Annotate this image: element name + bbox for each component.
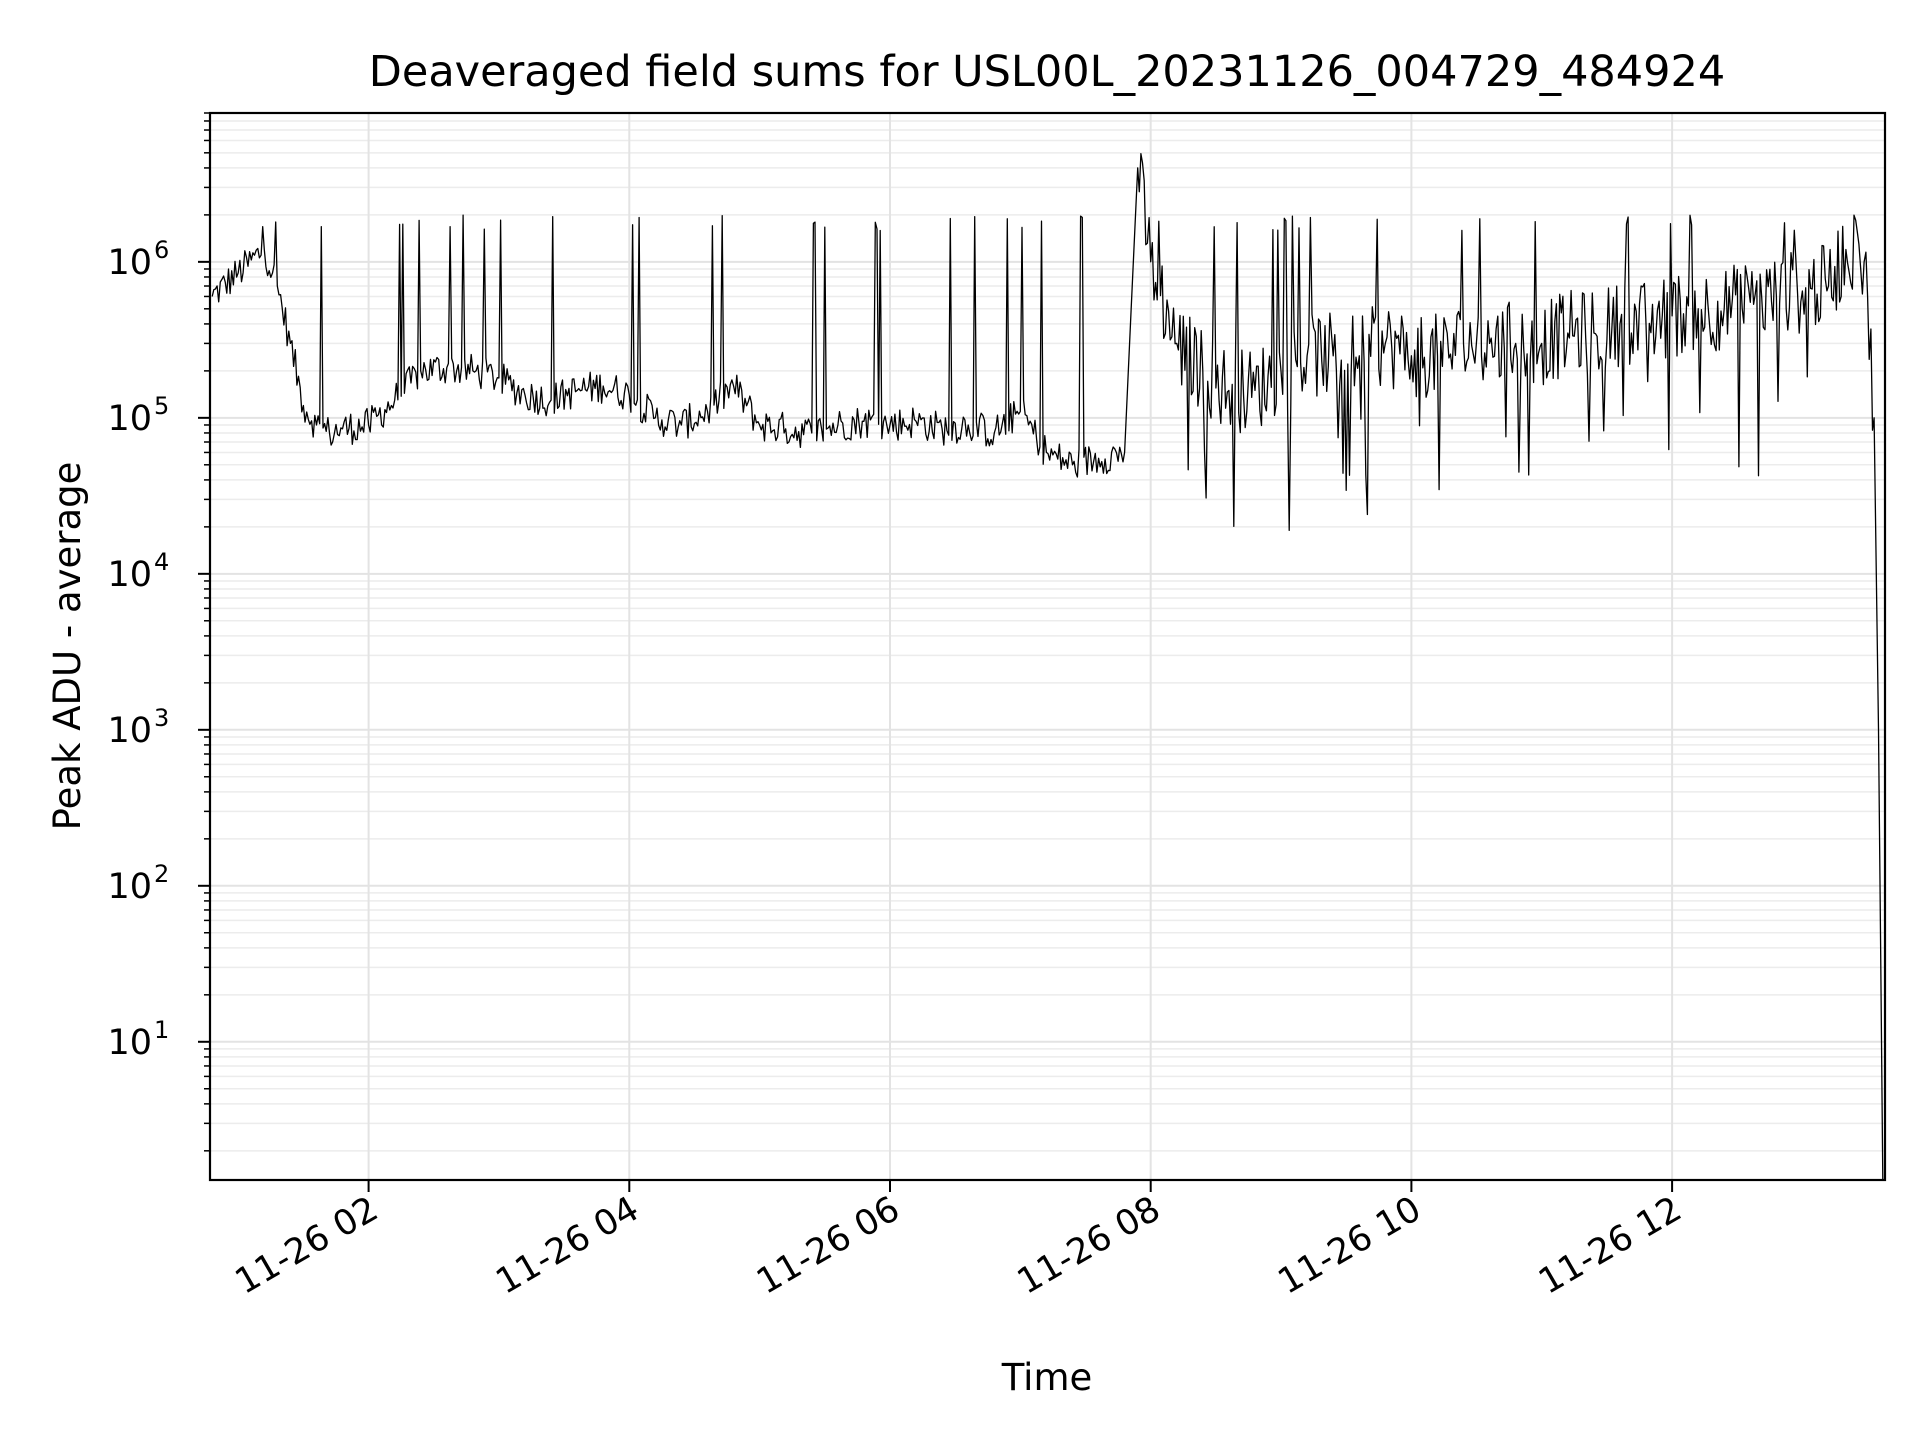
y-tick-label: 10 [107,399,152,439]
series-line [211,153,1884,1181]
y-tick-label: 10 [107,711,152,751]
chart-title: Deaveraged field sums for USL00L_2023112… [369,47,1725,97]
x-axis-label: Time [1001,1356,1093,1399]
y-tick-exponent: 3 [154,704,169,732]
minor-gridlines [210,112,1885,1152]
y-tick-label: 10 [107,243,152,283]
y-tick-label: 10 [107,555,152,595]
y-tick-exponent: 2 [154,860,169,888]
y-tick-exponent: 1 [154,1016,169,1044]
y-tick-label: 10 [107,867,152,907]
y-axis-label: Peak ADU - average [46,462,89,831]
y-tick-label: 10 [107,1023,152,1063]
y-tick-exponent: 4 [154,548,169,576]
plot-frame [208,111,1887,1182]
axis-ticks [198,112,1674,1192]
y-tick-exponent: 5 [154,392,169,420]
y-tick-exponent: 6 [154,236,169,264]
